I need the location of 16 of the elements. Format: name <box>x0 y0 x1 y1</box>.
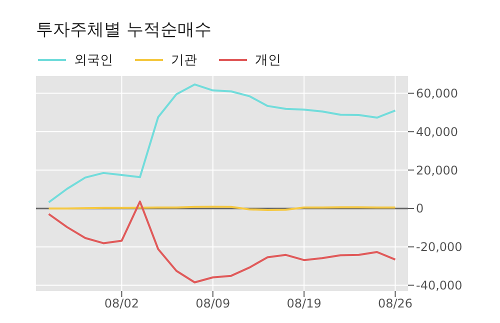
y-tick-label: 40,000 <box>416 124 458 139</box>
x-tick-label: 08/09 <box>196 296 230 311</box>
legend-label: 외국인 <box>74 52 113 69</box>
x-tick-label: 08/19 <box>286 296 322 311</box>
line-series <box>48 83 396 204</box>
x-tick-label: 08/26 <box>378 296 413 311</box>
y-tick-label: 60,000 <box>416 86 458 101</box>
legend-label: 개인 <box>255 52 281 69</box>
x-tick-label: 08/02 <box>104 296 140 311</box>
y-tick-label: 20,000 <box>416 163 458 178</box>
y-tick-label: 0 <box>416 202 424 216</box>
chart-title: 투자주체별 누적순매수 <box>35 19 212 42</box>
y-tick-label: -40,000 <box>416 278 462 292</box>
legend-label: 기관 <box>171 52 197 69</box>
line-series <box>48 200 396 284</box>
y-tick-label: -20,000 <box>416 240 462 254</box>
